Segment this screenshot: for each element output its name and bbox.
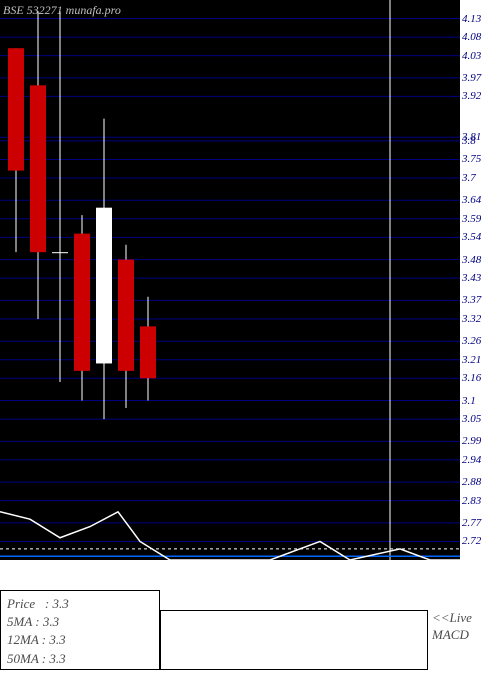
price-row: Price : 3.3 xyxy=(7,595,153,613)
y-tick-label: 2.83 xyxy=(462,495,481,507)
live-label: <<Live xyxy=(432,610,472,627)
y-tick-label: 3.7 xyxy=(462,172,476,184)
y-tick-label: 3.32 xyxy=(462,313,481,325)
y-tick-label: 3.37 xyxy=(462,294,481,306)
ma5-row: 5MA : 3.3 xyxy=(7,613,153,631)
ma50-label: 50MA xyxy=(7,651,39,666)
y-tick-label: 2.94 xyxy=(462,454,481,466)
ma12-label: 12MA xyxy=(7,632,39,647)
y-tick-label: 3.75 xyxy=(462,153,481,165)
y-tick-label: 3.81 xyxy=(462,131,481,143)
ma50-value: 3.3 xyxy=(49,651,65,666)
ma12-row: 12MA : 3.3 xyxy=(7,631,153,649)
y-tick-label: 3.59 xyxy=(462,213,481,225)
y-tick-label: 3.97 xyxy=(462,72,481,84)
ma12-value: 3.3 xyxy=(49,632,65,647)
info-panel: Price : 3.3 5MA : 3.3 12MA : 3.3 50MA : … xyxy=(0,590,160,670)
y-tick-label: 3.21 xyxy=(462,354,481,366)
y-tick-label: 3.43 xyxy=(462,272,481,284)
macd-panel xyxy=(160,610,428,670)
y-tick-label: 3.54 xyxy=(462,231,481,243)
y-tick-label: 4.03 xyxy=(462,50,481,62)
y-tick-label: 2.99 xyxy=(462,435,481,447)
y-tick-label: 4.08 xyxy=(462,31,481,43)
price-value: 3.3 xyxy=(53,596,69,611)
y-tick-label: 3.64 xyxy=(462,194,481,206)
chart-canvas xyxy=(0,0,460,560)
ma5-label: 5MA xyxy=(7,614,32,629)
y-tick-label: 2.88 xyxy=(462,476,481,488)
y-tick-label: 2.77 xyxy=(462,517,481,529)
ma50-row: 50MA : 3.3 xyxy=(7,650,153,668)
y-tick-label: 3.1 xyxy=(462,395,476,407)
y-tick-label: 3.26 xyxy=(462,335,481,347)
y-tick-label: 2.72 xyxy=(462,535,481,547)
y-tick-label: 4.13 xyxy=(462,13,481,25)
price-chart: BSE 532271 munafa.pro xyxy=(0,0,460,560)
macd-labels: <<Live MACD xyxy=(432,610,472,644)
macd-text: MACD xyxy=(432,627,472,644)
y-tick-label: 3.48 xyxy=(462,254,481,266)
y-tick-label: 3.16 xyxy=(462,372,481,384)
chart-title: BSE 532271 munafa.pro xyxy=(3,3,121,18)
y-tick-label: 3.92 xyxy=(462,90,481,102)
y-tick-label: 3.05 xyxy=(462,413,481,425)
price-label: Price xyxy=(7,596,35,611)
ma5-value: 3.3 xyxy=(43,614,59,629)
